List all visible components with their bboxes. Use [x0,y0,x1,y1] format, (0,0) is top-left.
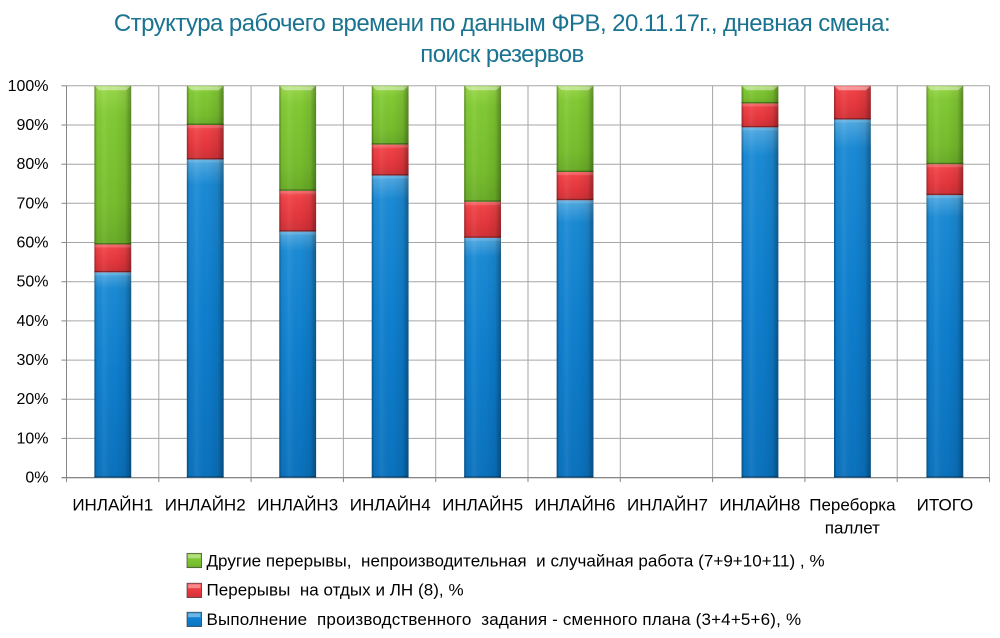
svg-text:ИНЛАЙН1: ИНЛАЙН1 [72,496,153,515]
svg-text:ИНЛАЙН3: ИНЛАЙН3 [257,496,338,515]
svg-text:30%: 30% [16,352,48,369]
svg-text:Переборка: Переборка [809,496,896,515]
svg-text:ИНЛАЙН8: ИНЛАЙН8 [719,496,800,515]
svg-text:90%: 90% [16,117,48,134]
svg-text:ИНЛАЙН7: ИНЛАЙН7 [627,496,708,515]
svg-text:0%: 0% [25,470,48,487]
svg-text:40%: 40% [16,313,48,330]
svg-text:Структура рабочего времени по: Структура рабочего времени по данным ФРВ… [114,10,890,37]
svg-text:ИНЛАЙН4: ИНЛАЙН4 [350,496,431,515]
svg-text:ИНЛАЙН6: ИНЛАЙН6 [535,496,616,515]
svg-text:100%: 100% [8,78,49,95]
svg-text:поиск резервов: поиск резервов [420,41,583,68]
svg-text:50%: 50% [16,274,48,291]
svg-text:Другие перерывы, непроизводит: Другие перерывы, непроизводительная и сл… [207,551,825,570]
svg-text:70%: 70% [16,195,48,212]
svg-text:80%: 80% [16,156,48,173]
svg-text:20%: 20% [16,391,48,408]
svg-text:ИНЛАЙН2: ИНЛАЙН2 [165,496,246,515]
svg-text:ИНЛАЙН5: ИНЛАЙН5 [442,496,523,515]
svg-text:Перерывы на отдых и ЛН (8), %: Перерывы на отдых и ЛН (8), % [207,581,464,600]
svg-text:ИТОГО: ИТОГО [917,496,974,515]
svg-text:10%: 10% [16,430,48,447]
svg-text:Выполнение производственного: Выполнение производственного задания - с… [207,610,802,629]
svg-text:60%: 60% [16,235,48,252]
svg-text:паллет: паллет [825,519,880,538]
